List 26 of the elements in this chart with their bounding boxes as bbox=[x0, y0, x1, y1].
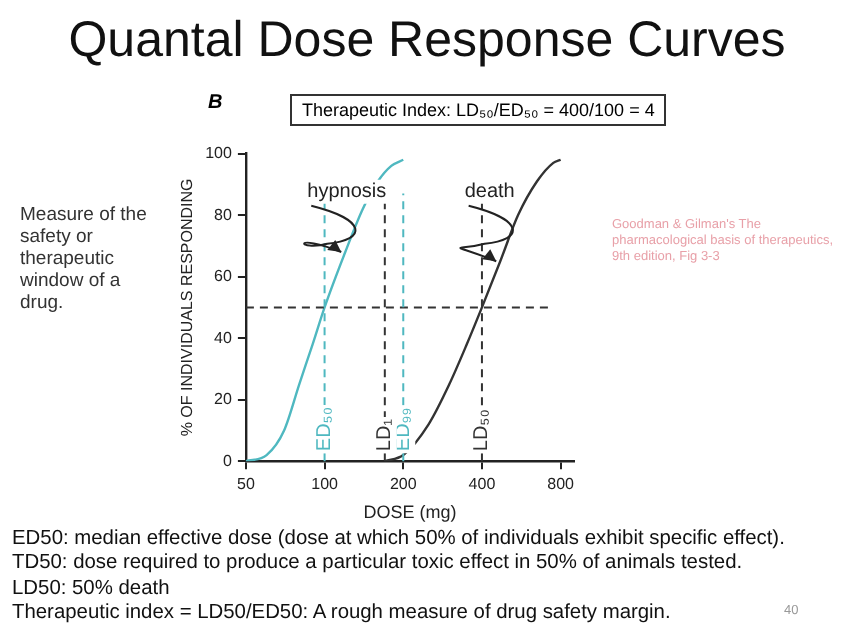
series-label: hypnosis bbox=[307, 181, 387, 204]
text: Therapeutic index = LD50/ED50: A rough measure of drug safety margin. bbox=[12, 602, 671, 625]
ref-line-label: ED₅₀ bbox=[314, 407, 337, 452]
y-tick-label: 40 bbox=[214, 328, 233, 347]
ref-line-label: LD₁ bbox=[374, 417, 397, 452]
y-axis-title: % OF INDIVIDUALS RESPONDING bbox=[178, 178, 197, 437]
x-tick-label: 400 bbox=[468, 475, 497, 494]
series-label: death bbox=[464, 181, 515, 204]
text: Measure of the safety or therapeutic window of a drug. bbox=[20, 204, 149, 316]
text: Therapeutic Index: LD₅₀/ED₅₀ = 400/100 = 4 bbox=[290, 94, 667, 126]
x-tick-label: 200 bbox=[389, 475, 418, 494]
y-tick-label: 20 bbox=[214, 390, 233, 409]
y-tick-label: 0 bbox=[222, 451, 233, 470]
x-tick-label: 50 bbox=[236, 475, 256, 494]
text: LD50: 50% death bbox=[12, 577, 172, 603]
x-tick-label: 800 bbox=[547, 475, 576, 494]
text: ED50: median effective dose (dose at which 50% of individuals exhibit specific effect). bbox=[12, 528, 787, 553]
y-tick-label: 60 bbox=[214, 267, 233, 286]
ref-line-label: LD₅₀ bbox=[471, 409, 494, 452]
text: TD50: dose required to produce a particular toxic effect in 50% of animals tested. bbox=[12, 552, 745, 578]
y-tick-label: 100 bbox=[205, 144, 233, 163]
y-tick-label: 80 bbox=[214, 205, 233, 224]
text: B bbox=[208, 92, 223, 114]
x-axis-title: DOSE (mg) bbox=[363, 502, 457, 523]
x-tick-label: 100 bbox=[311, 475, 340, 494]
chart-title: Quantal Dose Response Curves bbox=[66, 12, 788, 70]
